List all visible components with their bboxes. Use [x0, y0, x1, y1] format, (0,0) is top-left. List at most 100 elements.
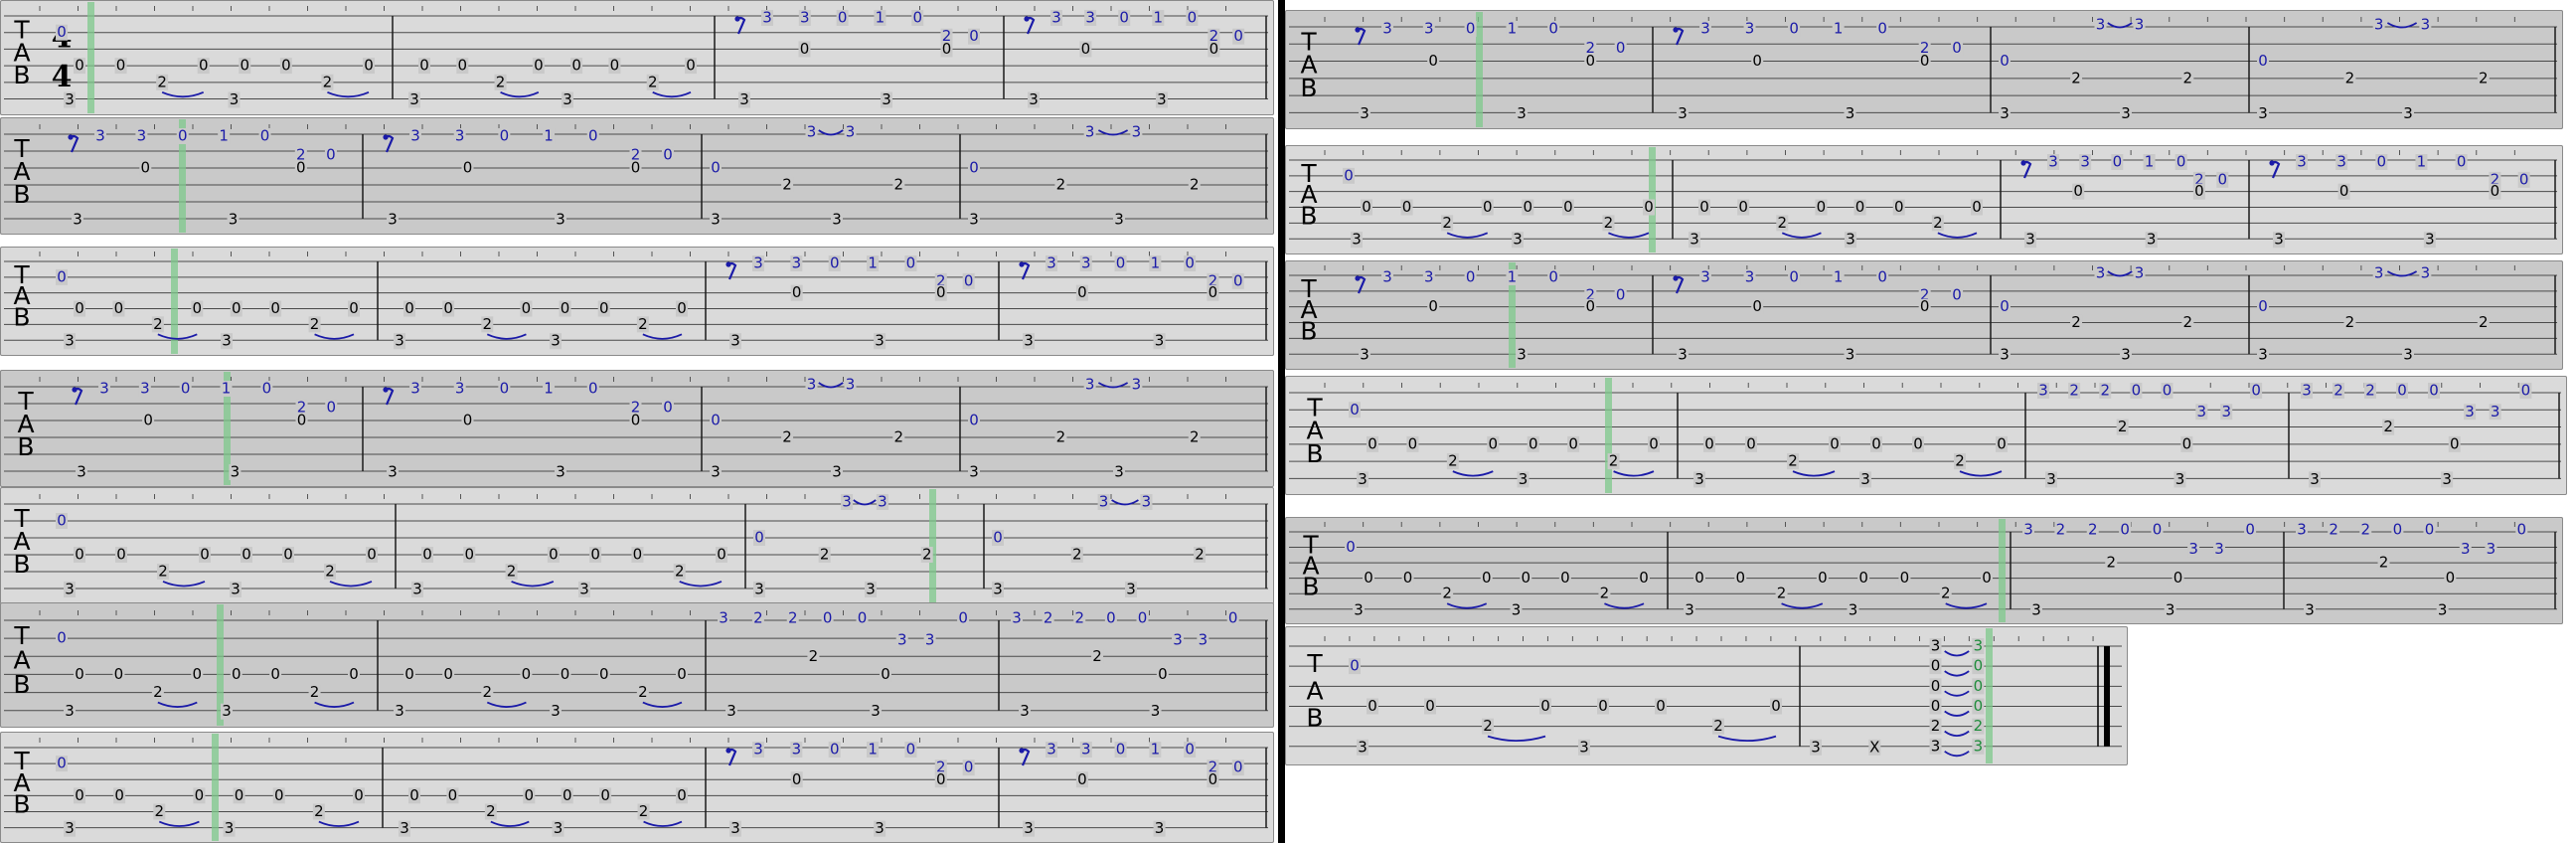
tab-note: 0	[969, 27, 979, 45]
note-mask	[968, 28, 980, 45]
note-mask	[1892, 199, 1905, 216]
note-mask	[221, 703, 233, 720]
tab-note-bass: 3	[730, 332, 740, 350]
note-mask	[260, 381, 273, 397]
note-mask	[2145, 232, 2158, 249]
note-mask	[1597, 698, 1609, 715]
note-mask	[1539, 698, 1551, 715]
tab-note-bass: 3	[969, 210, 979, 228]
note-mask	[962, 759, 975, 776]
note-mask	[1359, 105, 1370, 122]
note-mask	[353, 787, 365, 804]
tab-note-bass: 3	[832, 210, 842, 228]
note-mask	[1870, 435, 1882, 452]
note-mask	[408, 787, 420, 804]
tab-note-melody: 0	[2425, 521, 2435, 539]
note-mask	[2396, 383, 2408, 399]
tab-note-bass: 3	[1579, 738, 1589, 756]
note-mask	[2419, 17, 2432, 33]
note-mask	[934, 759, 947, 776]
note-mask	[710, 159, 722, 176]
note-mask	[2436, 601, 2449, 618]
note-mask	[2402, 347, 2414, 364]
note-mask	[637, 803, 650, 820]
tab-note: 3	[2487, 540, 2496, 558]
tab-note-bass: 3	[73, 210, 82, 228]
tab-note-bass: 3	[579, 580, 589, 597]
note-mask	[1361, 199, 1372, 216]
note-mask	[1114, 255, 1127, 271]
note-mask	[1050, 10, 1062, 26]
tab-note-melody: 3	[719, 609, 728, 627]
tab-note-melody: 0	[2377, 153, 2387, 171]
note-mask	[710, 412, 722, 428]
tab-note-bass: 3	[222, 332, 232, 350]
note-mask	[1677, 347, 1689, 364]
note-mask	[1188, 428, 1201, 445]
tab-note: 3	[2461, 540, 2471, 558]
note-mask	[1951, 286, 1964, 303]
note-mask	[2099, 383, 2112, 399]
note-mask	[321, 74, 334, 90]
tab-note: 0	[270, 665, 280, 683]
tab-note: 0	[2073, 182, 2083, 200]
tab-note: 0	[1408, 434, 1418, 452]
note-mask	[559, 300, 571, 317]
tab-note-melody: 2	[1044, 609, 1053, 627]
tie-arc	[1111, 499, 1139, 506]
tab-note: 0	[711, 158, 721, 176]
tab-note: 2	[507, 562, 517, 580]
tab-note: 0	[241, 57, 250, 75]
note-mask	[1737, 199, 1750, 216]
tab-note: 2	[1778, 214, 1788, 232]
tab-note: 0	[75, 665, 84, 683]
note-mask	[940, 28, 953, 45]
tab-note: 2	[639, 802, 649, 820]
note-mask	[1996, 435, 2008, 452]
tab-note: 0	[2450, 434, 2460, 452]
note-mask	[2181, 314, 2194, 331]
note-mask	[1353, 601, 1365, 618]
note-mask	[752, 742, 764, 758]
tie-arc	[1937, 232, 1978, 239]
note-mask	[1751, 298, 1764, 315]
tab-note: 0	[534, 57, 544, 75]
tab-note: 3	[1199, 631, 1208, 649]
tab-note: 0	[1233, 27, 1243, 45]
note-mask	[2105, 555, 2118, 572]
note-mask	[74, 787, 85, 804]
note-mask	[2180, 435, 2193, 452]
note-mask	[294, 159, 307, 176]
tie-arc	[642, 333, 683, 340]
note-mask	[1079, 41, 1092, 58]
note-mask	[2161, 383, 2174, 399]
tab-note: 2	[1092, 647, 1102, 665]
note-mask	[1441, 586, 1454, 602]
tab-note-bass: 3	[2025, 231, 2035, 249]
tab-note: 0	[141, 158, 151, 176]
tab-note-bass: 3	[556, 210, 565, 228]
tab-staff: TAB 0 0 0 2 0 0 0 2 0 3 3 3 3 0 0 0 0 0 0 2 2 3 3 3 X	[1289, 628, 2122, 763]
tab-note: 0	[193, 665, 203, 683]
note-mask	[135, 128, 148, 144]
note-mask	[1343, 167, 1355, 184]
note-mask	[1929, 658, 1942, 675]
tab-note: 0	[1752, 52, 1762, 70]
tab-note: 2	[2345, 313, 2355, 331]
note-mask	[1363, 570, 1374, 587]
tab-note: 0	[1077, 770, 1087, 788]
tab-note: 0	[75, 299, 84, 317]
note-mask	[2304, 601, 2316, 618]
note-mask	[446, 787, 459, 804]
tab-note: 0	[1738, 198, 1748, 216]
tab-note-melody: 0	[830, 741, 840, 759]
tie-arc	[642, 701, 683, 708]
note-mask	[1844, 105, 1856, 122]
note-mask	[2257, 298, 2269, 315]
tab-note-first: 0	[57, 629, 67, 647]
note-mask	[1693, 570, 1705, 587]
note-mask	[494, 74, 507, 90]
note-mask	[1751, 53, 1764, 70]
note-mask	[1929, 698, 1942, 715]
